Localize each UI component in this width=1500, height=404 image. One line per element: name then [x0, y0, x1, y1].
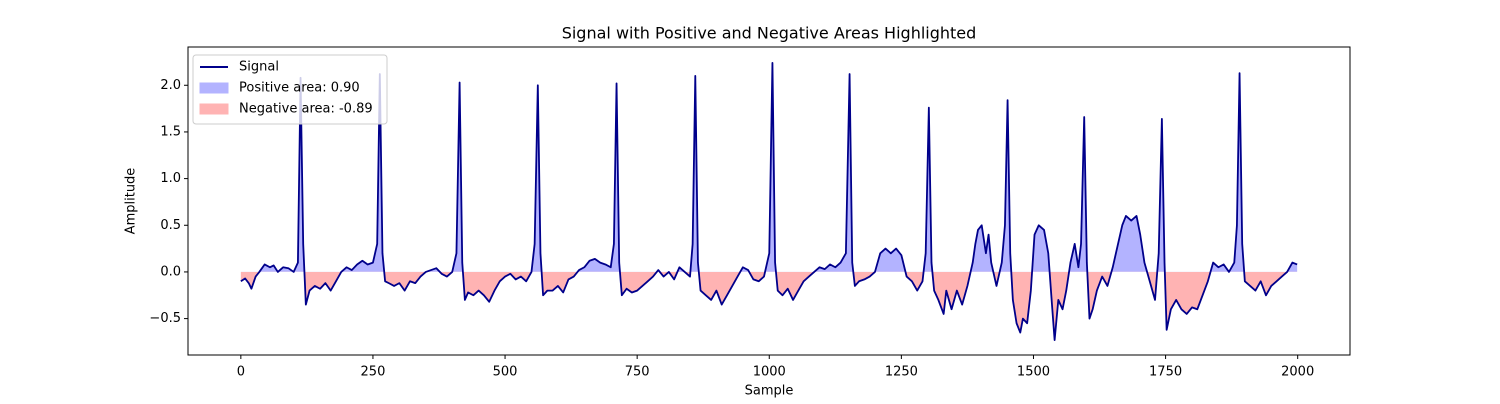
legend-patch: [199, 82, 229, 94]
y-axis-label: Amplitude: [124, 168, 139, 235]
x-tick-label: 1750: [1149, 365, 1182, 380]
x-axis-label: Sample: [745, 384, 794, 399]
positive-area: [240, 62, 1298, 272]
x-tick-label: 500: [493, 365, 518, 380]
legend-box: [192, 54, 388, 125]
negative-area: [240, 271, 1288, 341]
y-tick-label: 1.5: [160, 124, 181, 139]
y-tick-label: −0.5: [149, 311, 181, 326]
signal-line: [240, 61, 1298, 341]
legend-label: Positive area: 0.90: [239, 81, 360, 96]
x-tick-label: 1500: [1017, 365, 1050, 380]
y-tick-label: 1.0: [160, 171, 181, 186]
x-tick-label: 1000: [753, 365, 786, 380]
x-tick-label: 2000: [1281, 365, 1314, 380]
y-tick-label: 0.5: [160, 218, 181, 233]
legend-label: Signal: [239, 60, 279, 75]
legend-label: Negative area: -0.89: [239, 102, 373, 117]
chart-title: Signal with Positive and Negative Areas …: [562, 24, 977, 43]
x-tick-label: 1250: [885, 365, 918, 380]
x-tick-label: 0: [237, 365, 245, 380]
x-tick-label: 750: [625, 365, 650, 380]
x-tick-label: 250: [361, 365, 386, 380]
y-tick-label: 2.0: [160, 78, 181, 93]
axes-frame: [187, 46, 1351, 356]
legend-patch: [199, 103, 229, 115]
y-tick-label: 0.0: [160, 264, 181, 279]
